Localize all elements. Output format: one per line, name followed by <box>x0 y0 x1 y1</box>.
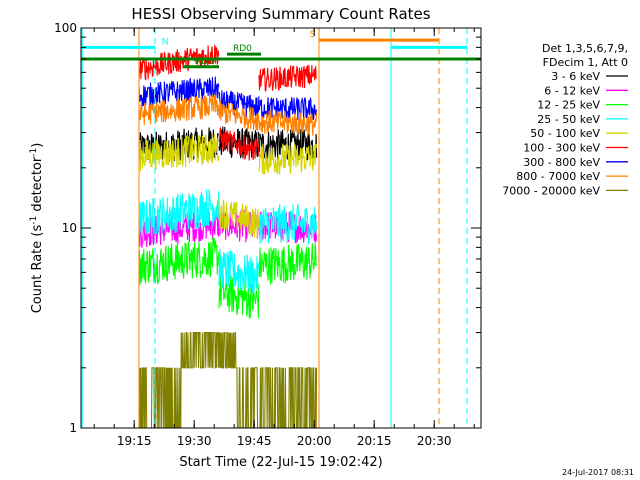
footer-date: 24-Jul-2017 08:31 <box>562 468 634 477</box>
axis-layer: 19:15 19:30 19:45 20:00 20:15 20:30 1 10 100 <box>54 21 481 448</box>
series-2-segment-1 <box>218 274 260 319</box>
series-3 <box>138 189 318 293</box>
y-tick-label-1: 10 <box>62 221 77 235</box>
series-4-segment-0 <box>138 133 220 172</box>
x-tick-label-4: 20:15 <box>357 434 392 448</box>
x-tick-label-5: 20:30 <box>417 434 452 448</box>
series-4-segment-1 <box>218 197 260 238</box>
legend-label-6: 300 - 800 keV <box>523 156 600 169</box>
data-layer <box>138 44 318 429</box>
y-axis-label: Count Rate (s-1 detector-1) <box>29 143 45 314</box>
series-5-segment-0 <box>138 44 220 82</box>
y-axis-label-exponent: -1 <box>29 216 39 225</box>
legend-header-0: Det 1,3,5,6,7,9, <box>542 42 628 55</box>
flag-label-0: N <box>162 37 169 47</box>
y-tick-label-2: 100 <box>54 21 77 35</box>
y-axis-label-main: Count Rate (s <box>30 225 45 314</box>
legend-label-2: 12 - 25 keV <box>537 99 600 112</box>
y-axis-label-exponent-2: -1 <box>29 148 39 157</box>
legend-label-0: 3 - 6 keV <box>551 70 600 83</box>
flag-label-4: RD0 <box>233 44 252 54</box>
x-tick-label-3: 20:00 <box>297 434 332 448</box>
series-7-segment-0 <box>138 94 220 126</box>
series-3-segment-2 <box>258 203 318 245</box>
legend-label-4: 50 - 100 keV <box>530 127 600 140</box>
series-2-segment-0 <box>138 237 220 285</box>
y-tick-label-0: 1 <box>69 421 77 435</box>
chart-title: HESSI Observing Summary Count Rates <box>131 5 430 23</box>
legend-label-1: 6 - 12 keV <box>544 84 600 97</box>
series-7 <box>138 94 318 136</box>
y-axis-label-end: ) <box>30 143 45 148</box>
series-6-segment-0 <box>138 76 220 107</box>
flag-label-1: S <box>310 30 316 40</box>
series-4 <box>138 133 318 238</box>
legend-label-3: 25 - 50 keV <box>537 113 600 126</box>
series-2 <box>138 237 318 319</box>
legend-label-7: 800 - 7000 keV <box>516 170 600 183</box>
series-5 <box>138 44 318 161</box>
series-5-segment-2 <box>258 64 318 92</box>
series-3-segment-1 <box>218 249 260 293</box>
series-5-segment-1 <box>218 127 260 161</box>
x-tick-label-0: 19:15 <box>117 434 152 448</box>
series-2-segment-2 <box>258 243 318 285</box>
y-axis-label-rest: detector <box>30 156 45 216</box>
x-tick-label-2: 19:45 <box>237 434 272 448</box>
series-3-segment-0 <box>138 189 220 237</box>
x-axis-label: Start Time (22-Jul-15 19:02:42) <box>179 455 382 470</box>
x-tick-label-1: 19:30 <box>177 434 212 448</box>
legend-label-8: 7000 - 20000 keV <box>502 184 600 197</box>
series-4-segment-2 <box>258 142 318 175</box>
series-1-segment-1 <box>218 208 260 243</box>
flag-label-3: RD6 <box>195 57 214 67</box>
series-7-segment-1 <box>218 100 260 131</box>
legend-label-5: 100 - 300 keV <box>523 142 600 155</box>
series-7-segment-2 <box>258 110 318 136</box>
legend-header-1: FDecim 1, Att 0 <box>543 56 628 69</box>
legend: Det 1,3,5,6,7,9,FDecim 1, Att 03 - 6 keV… <box>502 42 628 197</box>
